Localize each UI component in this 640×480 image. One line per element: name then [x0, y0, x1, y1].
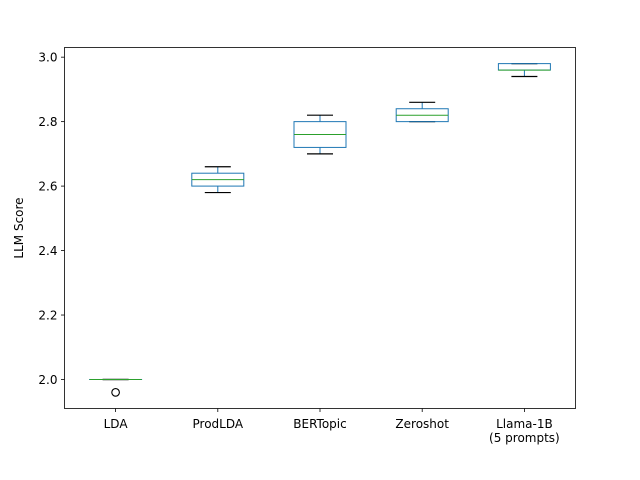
box-lda: [89, 378, 143, 397]
box-llama-1b: [497, 63, 551, 78]
x-tick-label: ProdLDA: [193, 417, 244, 431]
x-tick-label-line: ProdLDA: [193, 417, 244, 431]
x-tick-label: Zeroshot: [395, 417, 449, 431]
y-tick-label: 2.0: [38, 373, 57, 387]
x-axis-ticks: LDA ProdLDA BERTopic Zeroshot Llama-1B (5 pro…: [104, 408, 560, 445]
outlier-point: [111, 388, 120, 397]
plot-area: [89, 63, 551, 397]
axes-frame: [64, 47, 576, 409]
x-tick-label: LDA: [104, 417, 129, 431]
y-tick-label: 3.0: [38, 50, 57, 64]
x-tick-label-line: Llama-1B: [496, 417, 553, 431]
x-tick-label-line: Zeroshot: [395, 417, 449, 431]
y-tick-label: 2.6: [38, 179, 57, 193]
x-tick-label-line: LDA: [104, 417, 129, 431]
x-tick-label-line: (5 prompts): [489, 431, 560, 445]
x-tick-label: BERTopic: [293, 417, 346, 431]
x-tick-label-line: BERTopic: [293, 417, 346, 431]
box-prodlda: [191, 166, 245, 194]
box-bertopic: [293, 114, 347, 155]
y-tick-label: 2.2: [38, 308, 57, 322]
y-tick-label: 2.8: [38, 115, 57, 129]
y-axis-ticks: 2.0 2.2 2.4 2.6 2.8 3.0: [38, 50, 65, 387]
y-tick-label: 2.4: [38, 244, 57, 258]
box-zeroshot: [395, 101, 449, 123]
x-tick-label: Llama-1B (5 prompts): [489, 417, 560, 445]
y-axis-label: LLM Score: [12, 197, 26, 258]
